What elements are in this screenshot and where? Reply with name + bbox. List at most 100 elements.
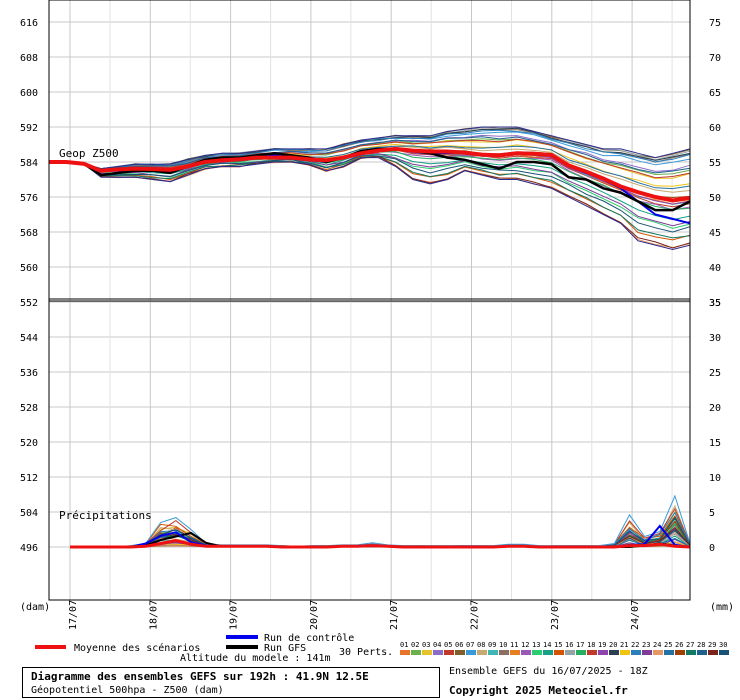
left-tick-label: 560 — [20, 263, 38, 274]
pert-swatch-08 — [477, 650, 487, 655]
pert-number: 20 — [609, 641, 617, 649]
pert-line-18 — [49, 138, 691, 179]
left-tick-label: 552 — [20, 298, 38, 309]
pert-swatch-15 — [554, 650, 564, 655]
pert-number: 23 — [642, 641, 650, 649]
pert-swatch-14 — [543, 650, 553, 655]
spread-upper-line — [49, 126, 691, 170]
perts-legend-label: 30 Perts. — [339, 647, 393, 658]
pert-swatch-07 — [466, 650, 476, 655]
right-tick-label: 70 — [709, 53, 721, 64]
left-tick-label: 568 — [20, 228, 38, 239]
left-tick-label: 504 — [20, 508, 38, 519]
pert-swatch-17 — [576, 650, 586, 655]
pert-swatch-20 — [609, 650, 619, 655]
left-tick-label: 584 — [20, 158, 38, 169]
left-tick-label: 512 — [20, 473, 38, 484]
pert-swatch-01 — [400, 650, 410, 655]
gfs-legend-label: Run GFS — [264, 643, 306, 654]
pert-number: 05 — [444, 641, 452, 649]
pert-swatch-02 — [411, 650, 421, 655]
geop-panel-label: Geop Z500 — [59, 147, 119, 160]
pert-line-28 — [49, 136, 691, 174]
pert-number: 06 — [455, 641, 463, 649]
gefs-ensemble-chart: 5525605685765845926006086164965045125205… — [20, 0, 734, 658]
date-label: 19/07 — [229, 600, 240, 630]
pert-swatch-06 — [455, 650, 465, 655]
pert-number: 27 — [686, 641, 694, 649]
pert-number: 13 — [532, 641, 540, 649]
mean-legend-label: Moyenne des scénarios — [74, 642, 200, 654]
date-label: 21/07 — [389, 600, 400, 630]
right-tick-label: 75 — [709, 18, 721, 29]
pert-swatch-27 — [686, 650, 696, 655]
pert-line-16 — [48, 127, 691, 170]
right-tick-label: 45 — [709, 228, 721, 239]
left-tick-label: 616 — [20, 18, 38, 29]
pert-swatch-18 — [587, 650, 597, 655]
precip-panel-label: Précipitations — [59, 509, 152, 522]
pert-swatch-04 — [433, 650, 443, 655]
pert-number: 30 — [719, 641, 727, 649]
chart-grid — [49, 0, 690, 600]
pert-swatch-09 — [488, 650, 498, 655]
pert-swatch-30 — [719, 650, 729, 655]
left-tick-label: 520 — [20, 438, 38, 449]
pert-swatch-21 — [620, 650, 630, 655]
left-tick-label: 528 — [20, 403, 38, 414]
pert-number: 08 — [477, 641, 485, 649]
right-tick-label: 60 — [709, 123, 721, 134]
pert-swatch-16 — [565, 650, 575, 655]
pert-swatch-12 — [521, 650, 531, 655]
date-label: 24/07 — [630, 600, 641, 630]
right-tick-label: 25 — [709, 368, 721, 379]
pert-number: 04 — [433, 641, 441, 649]
plot-frame — [48, 0, 691, 601]
pert-number: 21 — [620, 641, 628, 649]
altitude-label: Altitude du modele : 141m — [180, 653, 331, 664]
pert-number: 15 — [554, 641, 562, 649]
pert-swatch-13 — [532, 650, 542, 655]
right-tick-label: 20 — [709, 403, 721, 414]
pert-number: 03 — [422, 641, 430, 649]
right-tick-label: 0 — [709, 543, 715, 554]
pert-swatch-11 — [510, 650, 520, 655]
pert-number: 18 — [587, 641, 595, 649]
left-unit-label: (dam) — [20, 602, 50, 613]
left-tick-label: 576 — [20, 193, 38, 204]
run-info: Ensemble GEFS du 16/07/2025 - 18Z — [449, 666, 648, 677]
date-label: 18/07 — [148, 600, 159, 630]
right-tick-label: 55 — [709, 158, 721, 169]
pert-number: 28 — [697, 641, 705, 649]
pert-swatch-03 — [422, 650, 432, 655]
pert-number: 12 — [521, 641, 529, 649]
chart-legend: Moyenne des scénarios Run de contrôle Ru… — [35, 632, 729, 658]
right-tick-label: 50 — [709, 193, 721, 204]
pert-swatch-10 — [499, 650, 509, 655]
left-tick-label: 496 — [20, 543, 38, 554]
pert-number: 17 — [576, 641, 584, 649]
mean-line — [49, 146, 691, 203]
spread-lower-line — [49, 157, 691, 251]
right-tick-label: 10 — [709, 473, 721, 484]
chart-info-box: Diagramme des ensembles GEFS sur 192h : … — [22, 667, 440, 698]
pert-number: 02 — [411, 641, 419, 649]
pert-number: 09 — [488, 641, 496, 649]
pert-number: 14 — [543, 641, 551, 649]
left-tick-label: 536 — [20, 368, 38, 379]
chart-subtitle: Géopotentiel 500hpa - Z500 (dam) — [31, 685, 224, 696]
pert-number: 07 — [466, 641, 474, 649]
chart-title: Diagramme des ensembles GEFS sur 192h : … — [31, 670, 369, 683]
date-label: 20/07 — [309, 600, 320, 630]
pert-number: 29 — [708, 641, 716, 649]
pert-swatches: 01 02 03 04 05 06 07 08 09 10 11 12 13 14 15 16 17 18 19 20… — [400, 641, 729, 655]
right-tick-label: 65 — [709, 88, 721, 99]
pert-number: 26 — [675, 641, 683, 649]
right-tick-label: 35 — [709, 298, 721, 309]
date-label: 22/07 — [470, 600, 481, 630]
date-label: 17/07 — [68, 600, 79, 630]
left-tick-label: 544 — [20, 333, 38, 344]
copyright: Copyright 2025 Meteociel.fr — [449, 684, 628, 697]
chart-axes: 5525605685765845926006086164965045125205… — [20, 0, 721, 630]
pert-swatch-23 — [642, 650, 652, 655]
